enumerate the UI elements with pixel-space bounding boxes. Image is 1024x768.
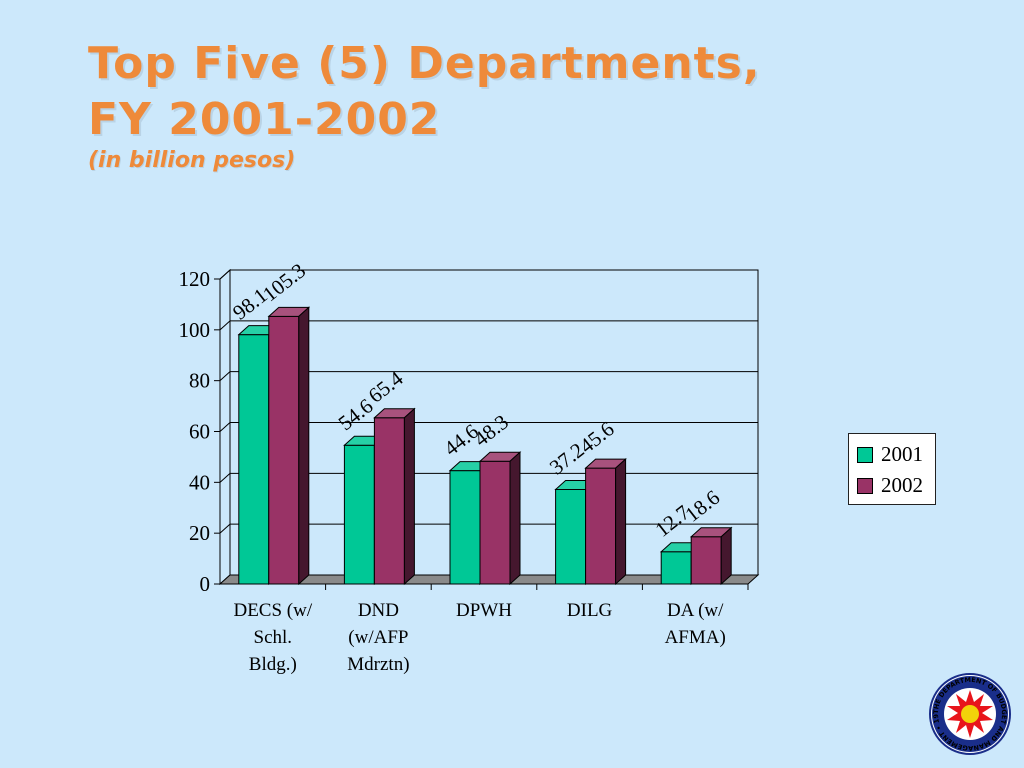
x-tick-label: DPWH [456,600,512,621]
y-tick-label: 120 [179,267,211,291]
bar-2002-1 [373,407,416,586]
x-tick-label: AFMA) [665,627,726,648]
bar-2002-2 [478,451,522,586]
data-label: 54.6 [334,394,378,436]
bar-side [720,526,732,586]
legend-swatch-2001 [857,447,873,463]
bar-side [615,457,627,586]
bar-front [268,315,300,585]
title-block: Top Five (5) Departments, FY 2001-2002 (… [88,36,761,174]
y-tick-label: 60 [189,420,210,444]
y-tick-label: 100 [179,318,211,342]
x-tick-label: Mdrztn) [347,654,409,675]
bar-side [509,451,521,586]
bar-side [298,306,310,586]
bar-front [449,470,481,585]
legend-swatch-2002 [857,478,873,494]
bar-front [238,334,270,585]
x-tick-label: Schl. [254,627,293,648]
gridline [219,269,758,280]
chart-legend: 2001 2002 [848,433,936,505]
y-tick-labels: 0 20 40 60 80 100 120 [179,267,211,596]
legend-label-2001: 2001 [881,442,923,466]
gridline [219,422,758,432]
x-tick-label: DND [358,600,399,621]
bar-2002-4 [689,526,733,586]
bar-front [690,536,722,585]
x-tick-label: DA (w/ [667,600,724,621]
bar-front [479,460,511,585]
page-subtitle: (in billion pesos) [88,148,296,173]
y-tick-label: 80 [189,369,210,393]
y-tick-label: 20 [189,521,210,545]
bar-front [585,467,617,585]
bar-front [343,444,375,585]
x-tick-label: (w/AFP [348,627,408,648]
gridline [219,371,758,382]
bar-front [660,551,692,585]
bar-front [555,488,587,585]
dbm-seal-logo: THE DEPARTMENT OF BUDGET AND MANAGEMENT … [928,672,1011,755]
y-tick-label: 0 [200,572,211,596]
gridlines [219,269,758,534]
x-tick-label: DECS (w/ [233,600,312,621]
x-tick-label: Bldg.) [249,654,297,675]
x-tick-labels: DECS (w/Schl. Bldg.) DND (w/AFP Mdrztn) DPWH D… [233,600,725,675]
gridline [219,320,758,331]
page-title-line-1: Top Five (5) Departments, [88,38,761,89]
page-title-line-2: FY 2001-2002 [88,94,441,145]
bar-front [373,417,405,585]
bar-side [403,407,415,586]
bar-2002-0 [267,306,311,586]
bars [237,306,733,586]
legend-label-2002: 2002 [881,473,923,497]
data-label: 48.3 [469,410,513,452]
y-tick-label: 40 [189,470,210,494]
bar-2002-3 [584,457,627,586]
x-tick-label: DILG [567,600,613,621]
gridline [219,472,758,483]
